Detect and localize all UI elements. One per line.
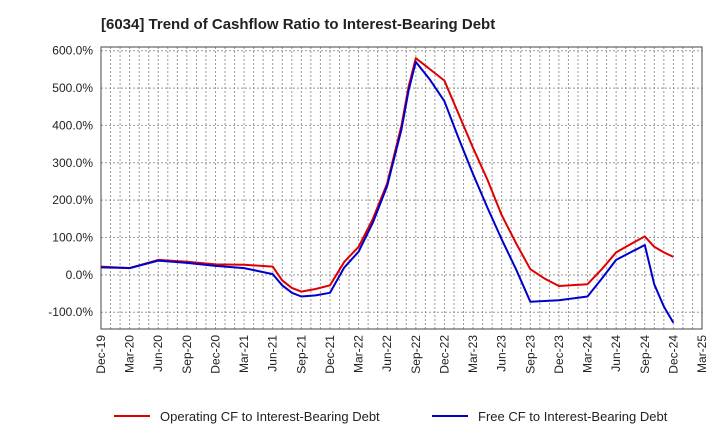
y-axis: 600.0% 500.0% 400.0% 300.0% 200.0% 100.0% 0.0%… — [48, 44, 93, 319]
x-tick-label: Jun-24 — [609, 335, 623, 372]
x-tick-label: Sep-24 — [638, 335, 652, 374]
x-tick-label: Jun-21 — [266, 335, 280, 372]
x-tick-label: Mar-25 — [695, 335, 709, 373]
legend-item-operating-cf: Operating CF to Interest-Bearing Debt — [114, 405, 380, 427]
x-tick-label: Dec-21 — [323, 335, 337, 374]
series-line-operating-cf — [100, 57, 674, 293]
legend-swatch-operating-cf — [114, 415, 150, 417]
x-tick-label: Mar-20 — [123, 335, 137, 373]
y-tick-label: 500.0% — [52, 81, 93, 95]
x-tick-label: Dec-22 — [437, 335, 451, 374]
legend-label-free-cf: Free CF to Interest-Bearing Debt — [478, 408, 668, 424]
plot-area-border — [100, 46, 703, 330]
y-tick-label: 400.0% — [52, 118, 93, 132]
x-tick-label: Dec-23 — [552, 335, 566, 374]
y-tick-label: -100.0% — [48, 305, 93, 319]
x-tick-label: Sep-22 — [409, 335, 423, 374]
x-tick-label: Mar-21 — [237, 335, 251, 373]
y-tick-label: 300.0% — [52, 156, 93, 170]
x-tick-label: Jun-20 — [151, 335, 165, 372]
legend-label-operating-cf: Operating CF to Interest-Bearing Debt — [160, 408, 380, 424]
y-tick-label: 200.0% — [52, 193, 93, 207]
x-tick-label: Dec-24 — [666, 335, 680, 374]
x-tick-label: Sep-21 — [294, 335, 308, 374]
x-tick-label: Jun-23 — [495, 335, 509, 372]
x-axis: Dec-19 Mar-20 Jun-20 Sep-20 Dec-20 Mar-21 Jun-… — [94, 335, 709, 374]
x-tick-label: Mar-23 — [466, 335, 480, 373]
y-tick-label: 0.0% — [66, 268, 94, 282]
x-tick-label: Dec-20 — [208, 335, 222, 374]
chart-title: [6034] Trend of Cashflow Ratio to Intere… — [101, 16, 496, 33]
legend-item-free-cf: Free CF to Interest-Bearing Debt — [432, 405, 667, 427]
grid-layer — [100, 47, 703, 329]
series-line-free-cf — [100, 60, 675, 324]
y-tick-label: 600.0% — [52, 44, 93, 58]
x-tick-label: Dec-19 — [94, 335, 108, 374]
series-layer — [100, 57, 675, 324]
x-tick-label: Mar-22 — [352, 335, 366, 373]
x-tick-label: Jun-22 — [380, 335, 394, 372]
legend-swatch-free-cf — [432, 415, 468, 417]
x-tick-label: Mar-24 — [581, 335, 595, 373]
x-tick-label: Sep-23 — [523, 335, 537, 374]
y-tick-label: 100.0% — [52, 230, 93, 244]
x-tick-label: Sep-20 — [180, 335, 194, 374]
legend: Operating CF to Interest-Bearing Debt Fr… — [0, 405, 720, 427]
